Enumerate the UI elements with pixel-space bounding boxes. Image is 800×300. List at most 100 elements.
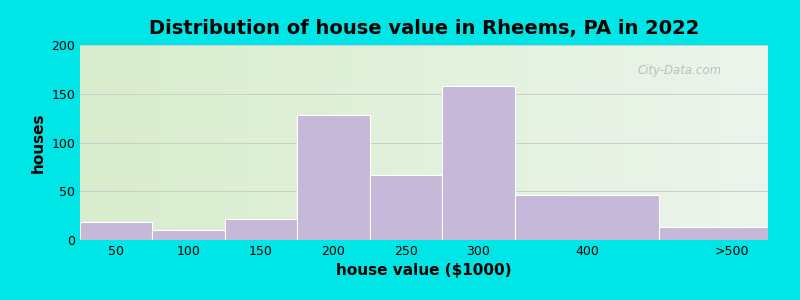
- Bar: [500, 45, 503, 240]
- Bar: [328, 45, 331, 240]
- Bar: [448, 45, 451, 240]
- Bar: [730, 45, 734, 240]
- Bar: [90, 45, 94, 240]
- Bar: [176, 45, 180, 240]
- Bar: [362, 45, 366, 240]
- Text: City-Data.com: City-Data.com: [638, 64, 722, 77]
- Bar: [80, 45, 83, 240]
- Bar: [231, 45, 235, 240]
- Bar: [403, 45, 406, 240]
- Bar: [510, 45, 514, 240]
- X-axis label: house value ($1000): house value ($1000): [336, 263, 512, 278]
- Bar: [627, 45, 630, 240]
- Bar: [734, 45, 737, 240]
- Bar: [424, 45, 427, 240]
- Bar: [290, 45, 294, 240]
- Bar: [758, 45, 761, 240]
- Bar: [107, 45, 111, 240]
- Bar: [572, 45, 575, 240]
- Bar: [475, 45, 479, 240]
- Bar: [370, 175, 442, 240]
- Bar: [118, 45, 122, 240]
- Bar: [397, 45, 400, 240]
- Bar: [334, 45, 338, 240]
- Bar: [386, 45, 390, 240]
- Bar: [101, 45, 104, 240]
- Bar: [569, 45, 572, 240]
- Y-axis label: houses: houses: [30, 112, 46, 173]
- Bar: [152, 45, 156, 240]
- Bar: [114, 45, 118, 240]
- Bar: [761, 45, 765, 240]
- Bar: [438, 45, 441, 240]
- Bar: [355, 45, 358, 240]
- Bar: [286, 45, 290, 240]
- Bar: [490, 45, 493, 240]
- Bar: [538, 45, 541, 240]
- Bar: [366, 45, 369, 240]
- Bar: [747, 45, 750, 240]
- Bar: [493, 45, 496, 240]
- Bar: [582, 45, 586, 240]
- Bar: [514, 195, 659, 240]
- Bar: [352, 45, 355, 240]
- Bar: [554, 45, 558, 240]
- Bar: [634, 45, 638, 240]
- Bar: [417, 45, 421, 240]
- Bar: [314, 45, 318, 240]
- Bar: [218, 45, 221, 240]
- Bar: [630, 45, 634, 240]
- Bar: [692, 45, 696, 240]
- Bar: [200, 45, 204, 240]
- Bar: [338, 45, 342, 240]
- Bar: [713, 45, 717, 240]
- Bar: [606, 45, 610, 240]
- Bar: [578, 45, 582, 240]
- Bar: [180, 45, 183, 240]
- Bar: [610, 45, 613, 240]
- Bar: [131, 45, 135, 240]
- Bar: [442, 45, 445, 240]
- Bar: [524, 45, 527, 240]
- Bar: [589, 45, 593, 240]
- Bar: [668, 45, 672, 240]
- Bar: [662, 45, 665, 240]
- Bar: [318, 45, 321, 240]
- Bar: [482, 45, 486, 240]
- Bar: [665, 45, 668, 240]
- Bar: [472, 45, 475, 240]
- Bar: [506, 45, 510, 240]
- Bar: [682, 45, 686, 240]
- Bar: [623, 45, 627, 240]
- Bar: [242, 45, 245, 240]
- Bar: [442, 86, 514, 240]
- Bar: [125, 45, 128, 240]
- Bar: [259, 45, 262, 240]
- Bar: [186, 45, 190, 240]
- Bar: [620, 45, 623, 240]
- Bar: [369, 45, 372, 240]
- Bar: [142, 45, 146, 240]
- Bar: [390, 45, 393, 240]
- Bar: [225, 45, 228, 240]
- Bar: [737, 45, 741, 240]
- Bar: [358, 45, 362, 240]
- Bar: [486, 45, 490, 240]
- Bar: [686, 45, 689, 240]
- Bar: [458, 45, 462, 240]
- Bar: [321, 45, 324, 240]
- Bar: [104, 45, 107, 240]
- Bar: [138, 45, 142, 240]
- Bar: [283, 45, 286, 240]
- Bar: [252, 45, 255, 240]
- Bar: [427, 45, 431, 240]
- Bar: [469, 45, 472, 240]
- Bar: [462, 45, 466, 240]
- Bar: [249, 45, 252, 240]
- Bar: [717, 45, 720, 240]
- Bar: [166, 45, 170, 240]
- Bar: [235, 45, 238, 240]
- Bar: [270, 45, 273, 240]
- Bar: [153, 230, 225, 240]
- Bar: [638, 45, 641, 240]
